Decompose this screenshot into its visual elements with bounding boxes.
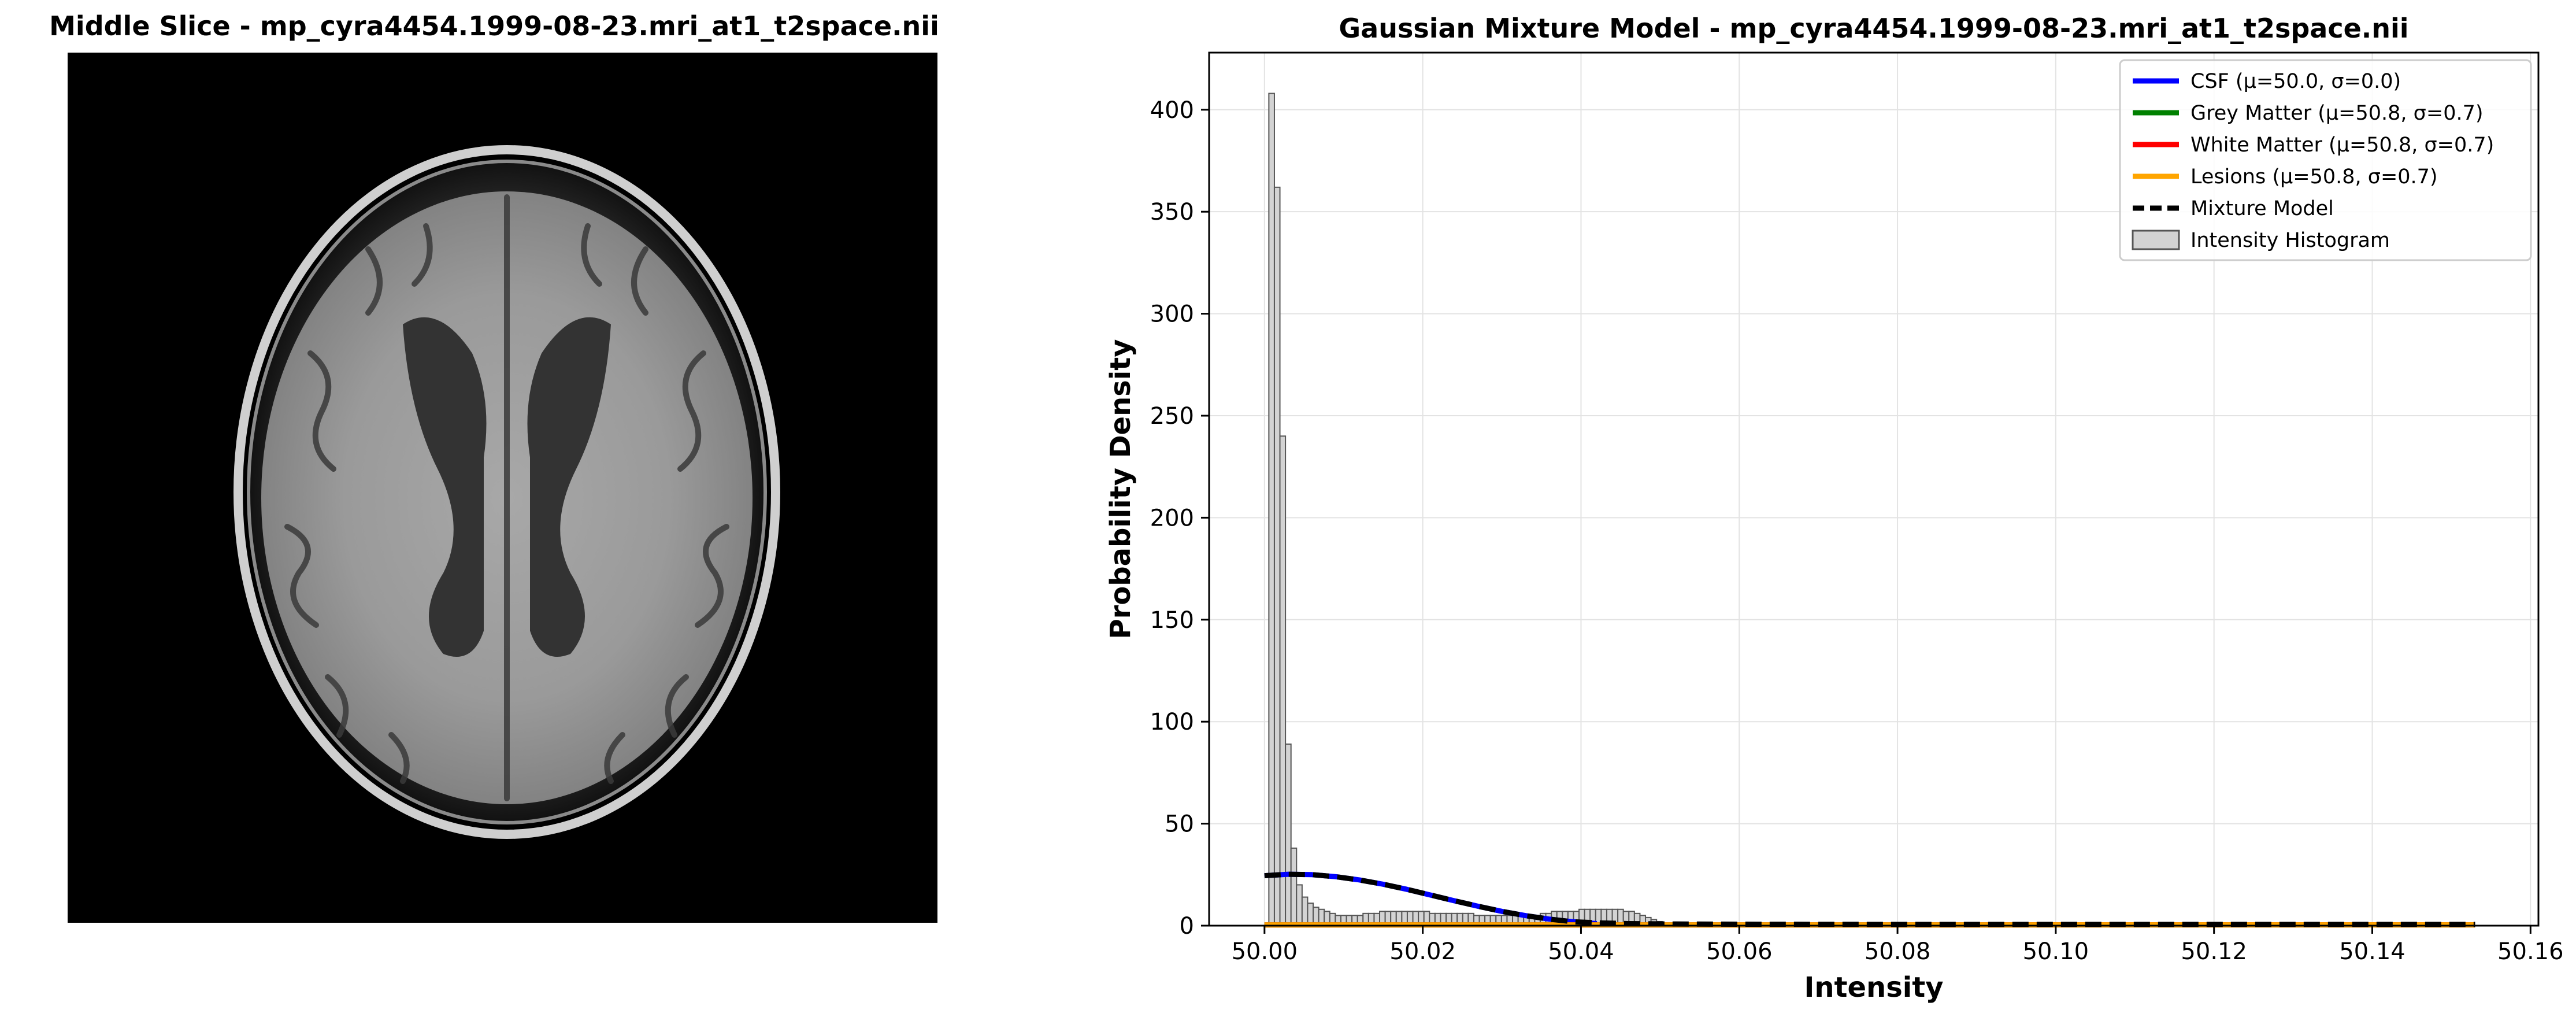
x-tick-label: 50.00 <box>1232 938 1298 965</box>
chart-title: Gaussian Mixture Model - mp_cyra4454.199… <box>1339 13 2408 44</box>
y-tick-label: 150 <box>1150 607 1194 634</box>
x-tick-label: 50.12 <box>2181 938 2247 965</box>
legend-label: Lesions (μ=50.8, σ=0.7) <box>2190 165 2438 188</box>
mri-slice-image <box>68 53 937 923</box>
legend-label: White Matter (μ=50.8, σ=0.7) <box>2190 134 2494 157</box>
y-tick-label: 200 <box>1150 505 1194 531</box>
histogram-bar <box>1268 93 1275 926</box>
y-tick-label: 0 <box>1180 913 1194 940</box>
intensity-histogram <box>1268 93 1674 927</box>
x-tick-label: 50.14 <box>2339 938 2405 965</box>
legend-label: CSF (μ=50.0, σ=0.0) <box>2190 70 2401 93</box>
y-tick-label: 400 <box>1150 97 1194 124</box>
y-tick-label: 250 <box>1150 403 1194 430</box>
histogram-bar <box>1290 847 1298 926</box>
x-tick-label: 50.10 <box>2023 938 2089 965</box>
histogram-bar <box>1285 744 1292 926</box>
legend-swatch <box>2132 230 2180 250</box>
y-tick-label: 50 <box>1165 811 1194 838</box>
x-tick-label: 50.08 <box>1865 938 1931 965</box>
y-tick-label: 350 <box>1150 199 1194 225</box>
histogram-bar <box>1296 884 1303 926</box>
legend-label: Grey Matter (μ=50.8, σ=0.7) <box>2190 102 2484 125</box>
histogram-bar <box>1301 896 1309 926</box>
x-tick-label: 50.02 <box>1389 938 1456 965</box>
x-axis-label: Intensity <box>1804 971 1944 1004</box>
x-tick-label: 50.06 <box>1706 938 1773 965</box>
axis-ticks: 50.00 50.02 50.04 50.06 50.08 50.10 50.12 50.14… <box>1150 97 2564 965</box>
histogram-bar <box>1279 435 1287 926</box>
legend-box <box>2119 59 2532 261</box>
legend-label: Mixture Model <box>2190 197 2334 220</box>
x-tick-label: 50.04 <box>1548 938 1614 965</box>
y-axis-label: Probability Density <box>1104 339 1137 639</box>
brain-slice-graphic <box>233 145 780 839</box>
y-tick-label: 100 <box>1150 709 1194 735</box>
mri-slice-title: Middle Slice - mp_cyra4454.1999-08-23.mr… <box>49 10 939 42</box>
axes-frame <box>1208 51 2540 927</box>
histogram-bar <box>1307 903 1314 926</box>
histogram-bar <box>1273 186 1281 926</box>
x-tick-label: 50.16 <box>2497 938 2564 965</box>
y-tick-label: 300 <box>1150 301 1194 328</box>
series-line <box>1264 871 2475 927</box>
legend-label: Intensity Histogram <box>2190 229 2390 252</box>
legend: CSF (μ=50.0, σ=0.0) Grey Matter (μ=50.8, … <box>2119 59 2532 261</box>
